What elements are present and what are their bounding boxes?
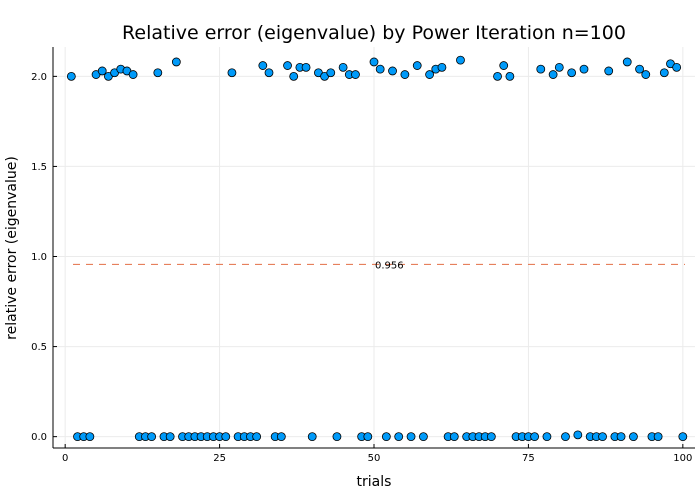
data-point — [486, 432, 496, 442]
data-point — [561, 432, 570, 442]
data-point — [400, 70, 410, 79]
chart-title: Relative error (eigenvalue) by Power Ite… — [122, 22, 626, 44]
data-point — [629, 432, 638, 442]
data-point — [85, 432, 95, 442]
axes — [52, 47, 695, 449]
data-point — [616, 432, 626, 442]
data-point — [147, 432, 157, 442]
data-point — [276, 432, 286, 442]
y-tick-label: 2.0 — [31, 72, 47, 83]
data-point — [381, 432, 391, 442]
data-point — [412, 61, 422, 70]
data-point — [283, 61, 292, 70]
data-point — [419, 432, 428, 442]
data-points — [66, 55, 688, 442]
data-point — [165, 432, 175, 442]
data-point — [548, 70, 558, 79]
data-point — [456, 55, 465, 65]
data-point — [604, 66, 614, 76]
data-point — [363, 432, 373, 442]
data-point — [406, 432, 416, 442]
data-point — [301, 62, 311, 72]
data-point — [289, 71, 299, 81]
x-tick-label: 75 — [522, 453, 535, 464]
data-point — [326, 68, 336, 78]
reference-line: 0.956 — [73, 260, 685, 271]
data-point — [678, 432, 688, 442]
data-point — [171, 57, 181, 67]
y-tick-label: 0.5 — [31, 342, 47, 353]
data-point — [425, 70, 434, 79]
data-point — [653, 432, 663, 442]
y-axis-label: relative error (eigenvalue) — [4, 156, 20, 340]
data-point — [221, 432, 231, 442]
data-point — [375, 64, 385, 74]
x-tick-label: 50 — [368, 453, 381, 464]
data-point — [369, 57, 379, 67]
reference-line-label: 0.956 — [375, 260, 404, 271]
data-point — [659, 68, 669, 78]
data-point — [641, 70, 651, 79]
data-point — [66, 71, 76, 81]
tick-labels: 0 25 50 75 100 0.0 0.5 1.0 1.5 2.0 — [31, 72, 692, 464]
data-point — [97, 66, 107, 76]
data-point — [536, 64, 546, 74]
data-point — [554, 62, 564, 72]
x-tick-label: 25 — [213, 453, 226, 464]
data-point — [338, 62, 348, 72]
x-tick-label: 100 — [673, 453, 692, 464]
data-point — [227, 68, 237, 78]
data-point — [264, 68, 274, 78]
data-point — [258, 61, 268, 70]
data-point — [153, 68, 163, 78]
y-tick-label: 1.5 — [31, 162, 47, 173]
data-point — [388, 66, 397, 76]
data-point — [394, 432, 404, 442]
data-point — [598, 432, 607, 442]
x-axis-label: trials — [357, 474, 392, 490]
data-point — [252, 432, 262, 442]
x-tick-label: 0 — [62, 453, 68, 464]
data-point — [573, 430, 583, 440]
data-point — [351, 70, 360, 79]
data-point — [307, 432, 317, 442]
data-point — [635, 64, 644, 74]
grid-lines — [53, 47, 695, 448]
data-point — [567, 68, 577, 78]
data-point — [332, 432, 342, 442]
data-point — [579, 64, 589, 74]
data-point — [622, 57, 632, 67]
data-point — [128, 70, 138, 79]
data-point — [505, 71, 515, 81]
data-point — [449, 432, 459, 442]
data-point — [437, 62, 447, 72]
data-point — [499, 61, 509, 70]
data-point — [530, 432, 539, 442]
y-tick-label: 1.0 — [31, 252, 47, 263]
data-point — [672, 62, 682, 72]
data-point — [542, 432, 552, 442]
y-tick-label: 0.0 — [31, 432, 47, 443]
data-point — [493, 71, 502, 81]
